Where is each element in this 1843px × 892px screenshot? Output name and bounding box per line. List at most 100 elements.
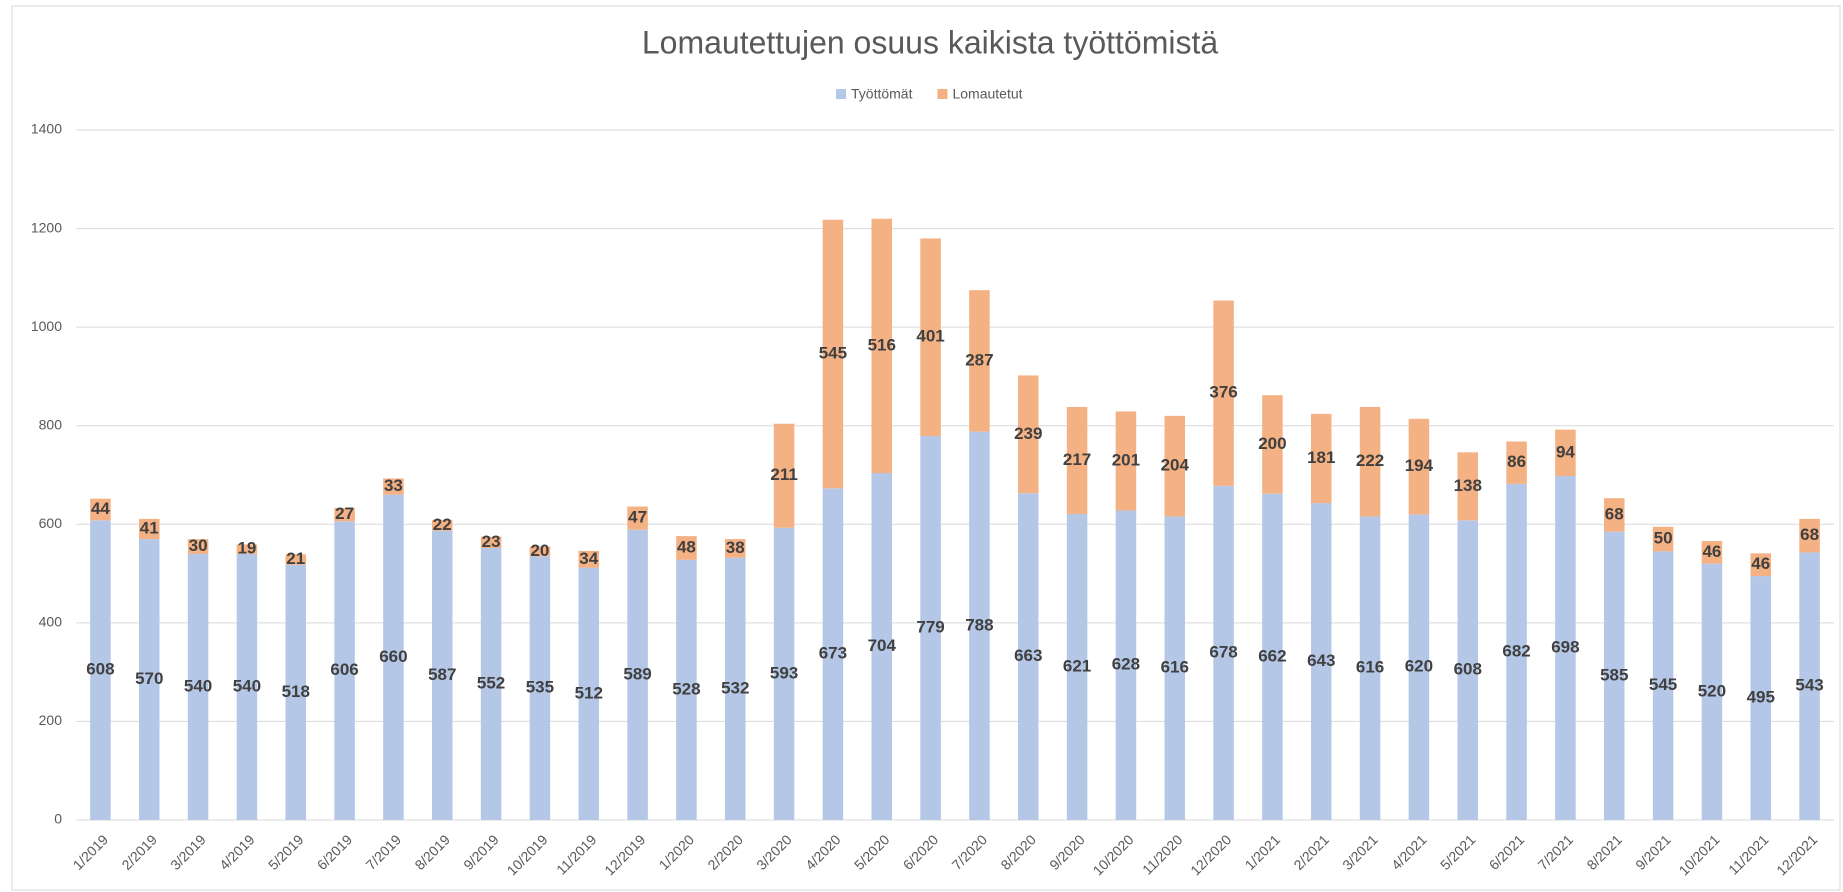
chart-title: Lomautettujen osuus kaikista työttömistä (642, 24, 1219, 60)
data-label: 23 (482, 532, 501, 551)
bar-segment (1017, 493, 1039, 820)
bar-segment (529, 546, 551, 557)
bar-segment (1213, 485, 1234, 820)
bar-segment (383, 494, 404, 820)
bar-segment (1359, 406, 1381, 517)
bar-segment (1799, 552, 1820, 820)
data-label: 86 (1507, 452, 1526, 471)
bar-segment (578, 550, 600, 568)
bar-segment (90, 520, 111, 820)
bar-segment (1457, 452, 1479, 521)
data-label: 608 (1454, 660, 1482, 679)
data-label: 211 (770, 465, 797, 484)
bar-segment (1408, 514, 1430, 820)
data-label: 287 (965, 350, 993, 369)
bar-segment (236, 544, 258, 554)
bar-segment (578, 567, 600, 820)
bar-segment (1555, 475, 1576, 820)
data-label: 19 (237, 539, 256, 558)
bar-segment (334, 508, 355, 522)
bar-segment (1799, 518, 1820, 553)
bar-segment (1408, 418, 1430, 515)
bar-segment (1066, 406, 1088, 514)
y-tick-label: 400 (39, 614, 63, 630)
bar-segment (1603, 531, 1625, 820)
data-label: 47 (628, 508, 647, 527)
data-label: 543 (1795, 676, 1823, 695)
bar-segment (187, 539, 209, 554)
bar-segment (822, 488, 844, 820)
bar-segment (1750, 553, 1772, 577)
bar-segment (187, 553, 209, 820)
data-label: 50 (1654, 529, 1673, 548)
data-label: 495 (1747, 688, 1775, 707)
bar-segment (773, 423, 795, 528)
data-label: 662 (1258, 646, 1286, 665)
data-label: 512 (575, 683, 603, 702)
data-label: 616 (1356, 658, 1384, 677)
y-tick-label: 0 (54, 811, 62, 827)
data-label: 552 (477, 673, 505, 692)
bar-segment (431, 519, 453, 531)
data-label: 38 (726, 538, 745, 557)
data-label: 545 (1649, 675, 1677, 694)
bar-segment (529, 556, 551, 820)
data-label: 608 (86, 660, 114, 679)
bar-segment (1310, 413, 1332, 504)
data-label: 22 (433, 515, 452, 534)
bar-segment (334, 521, 355, 820)
y-tick-label: 1400 (31, 121, 62, 137)
bar-segment (1555, 429, 1576, 476)
data-label: 518 (282, 682, 310, 701)
bar-segment (1701, 541, 1723, 564)
data-label: 587 (428, 665, 456, 684)
y-tick-label: 1200 (31, 219, 62, 235)
data-label: 528 (672, 679, 700, 698)
data-label: 48 (677, 537, 696, 556)
data-label: 643 (1307, 651, 1335, 670)
data-label: 181 (1307, 448, 1335, 467)
data-label: 200 (1258, 434, 1286, 453)
bar-segment (90, 498, 111, 521)
bar-segment (871, 218, 893, 474)
bar-segment (431, 530, 453, 820)
bar-segment (285, 554, 307, 565)
data-label: 27 (335, 504, 354, 523)
data-label: 663 (1014, 646, 1042, 665)
data-label: 376 (1209, 383, 1237, 402)
data-label: 589 (623, 664, 651, 683)
data-label: 30 (189, 536, 208, 555)
data-label: 628 (1112, 655, 1140, 674)
bar-segment (138, 539, 160, 820)
data-label: 585 (1600, 665, 1628, 684)
bar-segment (1164, 516, 1186, 820)
bar-segment (627, 506, 648, 530)
bar-segment (724, 539, 746, 558)
data-label: 217 (1063, 450, 1091, 469)
data-label: 593 (770, 663, 798, 682)
bar-segment (773, 527, 795, 820)
data-label: 94 (1556, 442, 1575, 461)
y-tick-label: 800 (39, 416, 63, 432)
data-label: 20 (530, 541, 549, 560)
bar-segment (383, 478, 404, 495)
bar-segment (1652, 551, 1674, 820)
data-label: 138 (1454, 476, 1482, 495)
bar-segment (236, 553, 258, 820)
bar-segment (1115, 411, 1137, 511)
data-label: 704 (868, 636, 897, 655)
data-label: 516 (868, 335, 896, 354)
bar-segment (1310, 503, 1332, 820)
bar-segment (920, 238, 941, 437)
bar-segment (1262, 493, 1283, 820)
bar-segment (920, 436, 941, 820)
data-label: 673 (819, 644, 847, 663)
bar-segment (1652, 526, 1674, 552)
bar-segment (480, 536, 502, 548)
data-label: 204 (1161, 456, 1190, 475)
bar-segment (969, 431, 990, 820)
data-label: 34 (579, 549, 598, 568)
data-label: 201 (1112, 450, 1140, 469)
bar-segment (1457, 520, 1479, 820)
